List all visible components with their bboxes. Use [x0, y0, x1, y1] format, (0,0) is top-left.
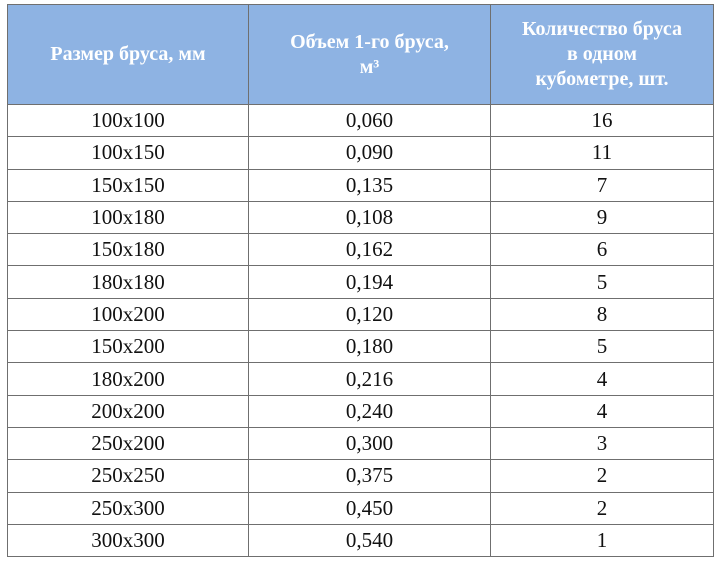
table-row: 100х150 0,090 11 — [7, 136, 714, 170]
cell-size: 300х300 — [7, 523, 249, 558]
cell-size: 250х200 — [7, 426, 249, 461]
cell-size: 180х200 — [7, 362, 249, 396]
cell-count: 6 — [490, 233, 714, 267]
cell-count: 5 — [490, 265, 714, 299]
table-row: 180х180 0,194 5 — [7, 265, 714, 299]
cell-volume: 0,180 — [248, 330, 491, 364]
cell-count: 11 — [490, 136, 714, 170]
timber-table-container: Размер бруса, мм Объем 1-го бруса, м³ Ко… — [7, 4, 714, 558]
cell-count: 2 — [490, 491, 714, 525]
header-volume-line: Объем 1-го бруса, — [290, 30, 449, 53]
table-row: 200х200 0,240 4 — [7, 394, 714, 428]
header-count-line: в одном — [566, 43, 638, 65]
cell-volume: 0,216 — [248, 362, 491, 396]
cell-size: 200х200 — [7, 394, 249, 428]
cell-count: 2 — [490, 459, 714, 493]
cell-count: 1 — [490, 523, 714, 558]
cell-volume: 0,194 — [248, 265, 491, 299]
cell-count: 16 — [490, 103, 714, 138]
cell-count: 7 — [490, 168, 714, 202]
cell-size: 100х100 — [7, 103, 249, 138]
table-row: 250х250 0,375 2 — [7, 459, 714, 493]
cell-size: 100х200 — [7, 297, 249, 332]
header-count-line: кубометре, шт. — [535, 68, 669, 90]
cell-volume: 0,090 — [248, 136, 491, 170]
cell-size: 250х250 — [7, 459, 249, 493]
cell-count: 3 — [490, 426, 714, 461]
table-row: 300х300 0,540 1 — [7, 523, 714, 558]
table-row: 150х200 0,180 5 — [7, 330, 714, 364]
table-row: 100х180 0,108 9 — [7, 200, 714, 235]
cell-volume: 0,120 — [248, 297, 491, 332]
table-body: 100х100 0,060 16 100х150 0,090 11 150х150 0,135… — [7, 103, 714, 558]
header-size-line: Размер бруса, мм — [50, 43, 206, 65]
cell-size: 150х150 — [7, 168, 249, 202]
cell-volume: 0,060 — [248, 103, 491, 138]
cell-size: 150х200 — [7, 330, 249, 364]
cell-size: 100х180 — [7, 200, 249, 235]
table-row: 100х100 0,060 16 — [7, 103, 714, 138]
cell-count: 5 — [490, 330, 714, 364]
cell-size: 180х180 — [7, 265, 249, 299]
cell-volume: 0,135 — [248, 168, 491, 202]
table-row: 180х200 0,216 4 — [7, 362, 714, 396]
table-header-row: Размер бруса, мм Объем 1-го бруса, м³ Ко… — [7, 4, 714, 105]
cell-count: 8 — [490, 297, 714, 332]
cell-size: 150х180 — [7, 233, 249, 267]
table-row: 100х200 0,120 8 — [7, 297, 714, 332]
cell-count: 4 — [490, 362, 714, 396]
table-row: 250х300 0,450 2 — [7, 491, 714, 525]
header-count-line: Количество бруса — [521, 18, 683, 40]
cell-volume: 0,450 — [248, 491, 491, 525]
table-row: 250х200 0,300 3 — [7, 426, 714, 461]
cell-size: 100х150 — [7, 136, 249, 170]
cell-volume: 0,300 — [248, 426, 491, 461]
cell-count: 4 — [490, 394, 714, 428]
header-volume: Объем 1-го бруса, м³ — [248, 4, 491, 105]
timber-volume-table: Размер бруса, мм Объем 1-го бруса, м³ Ко… — [7, 4, 714, 558]
header-size: Размер бруса, мм — [7, 4, 249, 105]
cell-size: 250х300 — [7, 491, 249, 525]
cell-volume: 0,540 — [248, 523, 491, 558]
header-volume-unit: м³ — [359, 55, 380, 78]
cell-volume: 0,108 — [248, 200, 491, 235]
table-row: 150х150 0,135 7 — [7, 168, 714, 202]
header-count: Количество бруса в одном кубометре, шт. — [490, 4, 714, 105]
cell-volume: 0,162 — [248, 233, 491, 267]
table-row: 150х180 0,162 6 — [7, 233, 714, 267]
cell-count: 9 — [490, 200, 714, 235]
cell-volume: 0,375 — [248, 459, 491, 493]
cell-volume: 0,240 — [248, 394, 491, 428]
